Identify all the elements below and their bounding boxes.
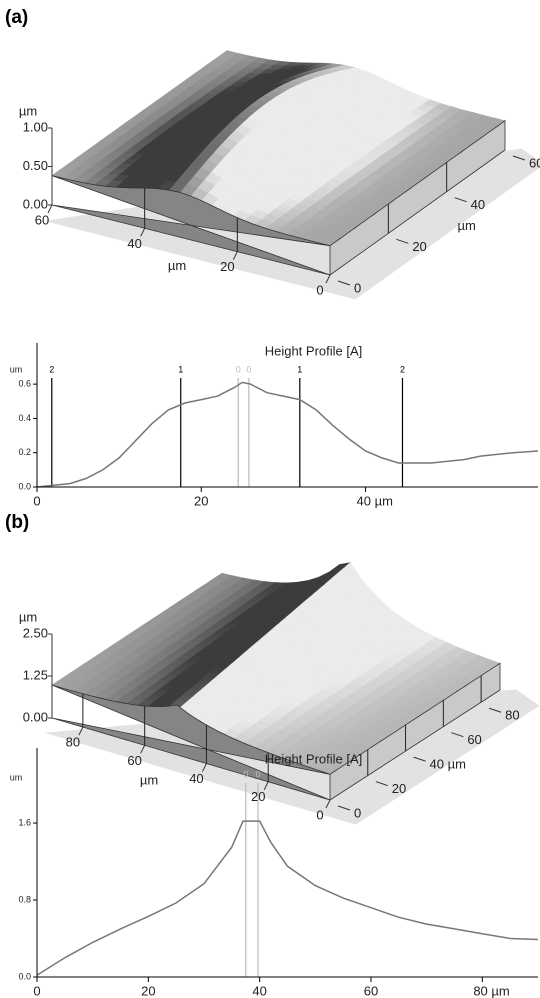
z-tick-label: 0.00 — [23, 709, 48, 724]
y-tick — [488, 707, 502, 713]
y-tick-label: 40 µm — [430, 757, 466, 772]
z-tick-label: 2.50 — [23, 625, 48, 640]
x-axis-label: µm — [140, 772, 158, 787]
x-tick — [325, 799, 331, 809]
x-tick-label: 20 — [220, 259, 234, 274]
y-tick — [396, 238, 409, 244]
right-face — [329, 662, 501, 801]
x-tick-label: 40 — [189, 771, 203, 786]
z-tick-label: 1.25 — [23, 667, 48, 682]
x-tick-label: 0 — [316, 282, 323, 297]
x-tick — [232, 251, 238, 260]
profile-line — [36, 820, 539, 976]
x-tick-label: 60 — [364, 983, 378, 998]
cursor-label: 0 — [246, 364, 251, 374]
y-tick-label: 0.8 — [18, 894, 31, 904]
y-tick-label: 20 — [412, 239, 426, 254]
panel-label: (a) — [5, 7, 28, 28]
y-tick-label: 20 — [392, 781, 406, 796]
x-tick — [325, 274, 331, 284]
cursor-label: 0 — [236, 364, 241, 374]
x-tick-label: 60 — [35, 212, 49, 227]
cursor-label: 0 — [243, 769, 248, 779]
x-tick — [263, 781, 269, 791]
x-tick-label: 0 — [33, 493, 40, 508]
chart-title: Height Profile [A] — [265, 751, 363, 766]
x-tick-label: 20 — [141, 983, 155, 998]
x-tick-label: 80 — [66, 735, 80, 750]
y-tick — [413, 756, 426, 762]
y-axis-label: um — [10, 364, 23, 374]
profile-line — [36, 381, 539, 488]
cursor-label: 2 — [400, 364, 405, 374]
y-tick — [454, 197, 467, 203]
y-tick-label: 0 — [354, 280, 361, 295]
panel-label: (b) — [5, 512, 29, 533]
y-tick-label: 0 — [354, 805, 361, 820]
x-tick — [140, 228, 146, 237]
x-tick — [201, 763, 207, 772]
y-tick-label: 40 — [471, 197, 485, 212]
x-tick-label: 80 µm — [473, 983, 509, 998]
y-tick — [512, 155, 526, 161]
y-tick-label: 60 — [529, 155, 540, 170]
y-tick-label: 1.6 — [18, 817, 31, 827]
x-tick-label: 40 µm — [357, 493, 393, 508]
right-face — [329, 119, 506, 276]
x-tick-label: 20 — [194, 493, 208, 508]
z-tick-label: 0.50 — [23, 158, 48, 173]
y-tick — [375, 781, 388, 787]
z-axis-label: µm — [19, 103, 37, 118]
z-tick-label: 1.00 — [23, 119, 48, 134]
y-tick — [337, 280, 351, 286]
cursor-label: 0 — [255, 769, 260, 779]
front-face — [51, 684, 331, 801]
x-tick-label: 0 — [316, 807, 323, 822]
x-tick-label: 0 — [33, 983, 40, 998]
cursor-label: 1 — [297, 364, 302, 374]
y-axis-label: um — [10, 772, 23, 782]
x-tick-label: 40 — [252, 983, 266, 998]
front-face — [51, 175, 331, 276]
y-tick-label: 0.4 — [18, 413, 31, 423]
x-tick — [78, 726, 84, 736]
x-tick-label: 60 — [127, 753, 141, 768]
x-axis-label: µm — [168, 258, 186, 273]
z-tick-label: 0.00 — [23, 196, 48, 211]
y-tick-label: 0.6 — [18, 379, 31, 389]
y-tick — [337, 805, 351, 811]
chart-title: Height Profile [A] — [265, 343, 363, 358]
y-tick-label: 80 — [505, 708, 519, 723]
cursor-label: 2 — [49, 364, 54, 374]
y-tick-label: 0.0 — [18, 971, 31, 981]
cursor-label: 1 — [178, 364, 183, 374]
x-tick — [140, 745, 146, 754]
z-axis-label: µm — [19, 609, 37, 624]
y-tick — [451, 732, 464, 738]
y-axis-label: µm — [458, 218, 476, 233]
x-tick-label: 40 — [127, 236, 141, 251]
x-tick — [47, 204, 53, 214]
y-tick-label: 60 — [467, 732, 481, 747]
y-tick-label: 0.2 — [18, 447, 31, 457]
y-tick-label: 0.0 — [18, 481, 31, 491]
